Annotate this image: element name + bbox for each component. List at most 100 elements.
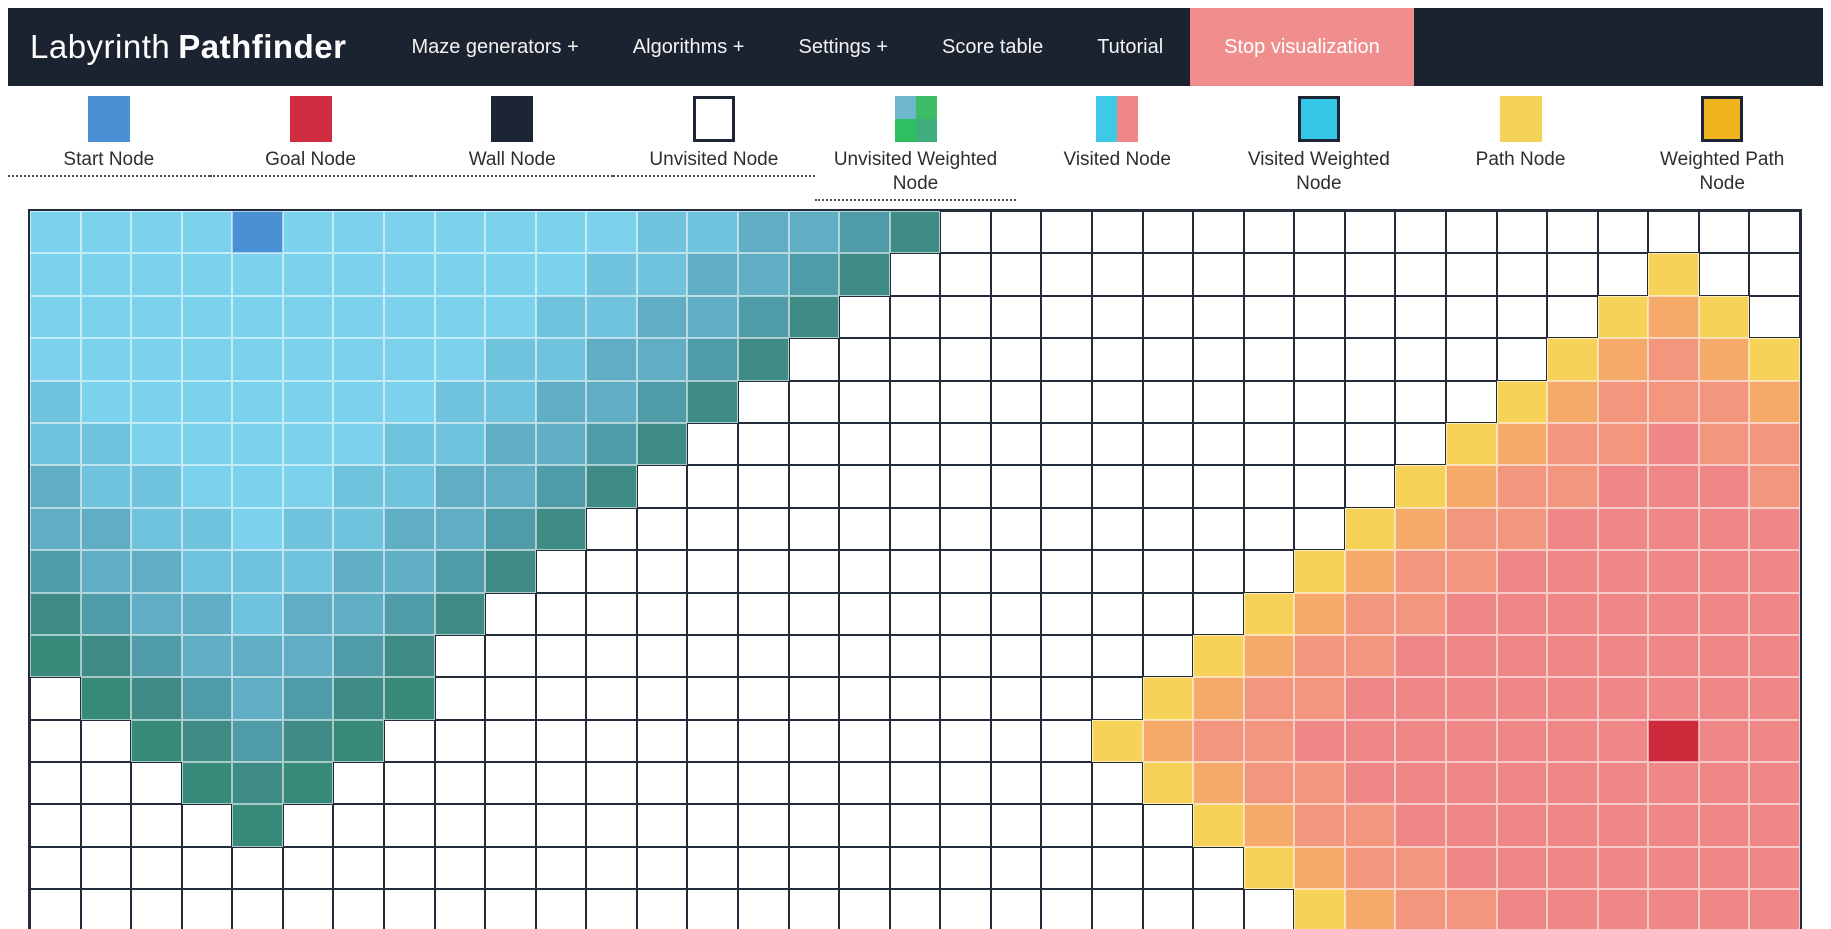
grid-cell[interactable] — [990, 295, 1042, 339]
grid-cell[interactable] — [282, 253, 334, 296]
grid-cell[interactable] — [30, 550, 81, 593]
grid-cell[interactable] — [485, 719, 536, 763]
grid-cell[interactable] — [738, 550, 789, 593]
grid-cell[interactable] — [636, 719, 688, 763]
grid-cell[interactable] — [687, 592, 738, 635]
grid-cell[interactable] — [1698, 338, 1750, 381]
grid-cell[interactable] — [282, 804, 334, 847]
grid-cell[interactable] — [1547, 889, 1598, 929]
grid-cell[interactable] — [940, 804, 991, 847]
grid-cell[interactable] — [1041, 719, 1092, 763]
grid-cell[interactable] — [1496, 719, 1548, 763]
grid-cell[interactable] — [1749, 550, 1800, 593]
grid-cell[interactable] — [434, 465, 486, 508]
grid-cell[interactable] — [1041, 338, 1092, 381]
grid-cell[interactable] — [1243, 338, 1295, 381]
grid-cell[interactable] — [333, 804, 384, 847]
grid-cell[interactable] — [333, 889, 384, 929]
grid-cell[interactable] — [1597, 550, 1649, 593]
grid-cell[interactable] — [485, 465, 536, 508]
grid-cell[interactable] — [1648, 804, 1699, 847]
grid-cell[interactable] — [1294, 592, 1345, 635]
grid-cell[interactable] — [80, 422, 132, 466]
grid-cell[interactable] — [889, 380, 941, 423]
grid-cell[interactable] — [1749, 380, 1800, 423]
grid-cell[interactable] — [738, 804, 789, 847]
grid-cell[interactable] — [1547, 465, 1598, 508]
grid-cell[interactable] — [1395, 846, 1446, 890]
grid-cell[interactable] — [636, 592, 688, 635]
grid-cell[interactable] — [1496, 846, 1548, 890]
grid-cell[interactable] — [232, 804, 283, 847]
grid-cell[interactable] — [889, 677, 941, 720]
grid-cell[interactable] — [1496, 422, 1548, 466]
grid-cell[interactable] — [1041, 846, 1092, 890]
grid-cell[interactable] — [1749, 211, 1800, 254]
grid-cell[interactable] — [1395, 804, 1446, 847]
grid-cell[interactable] — [839, 507, 890, 551]
grid-cell[interactable] — [384, 338, 435, 381]
grid-cell[interactable] — [1243, 253, 1295, 296]
grid-cell[interactable] — [889, 846, 941, 890]
grid-cell[interactable] — [1243, 422, 1295, 466]
grid-cell[interactable] — [1446, 889, 1497, 929]
grid-cell[interactable] — [1698, 507, 1750, 551]
grid-cell[interactable] — [1698, 592, 1750, 635]
grid-cell[interactable] — [586, 719, 637, 763]
grid-cell[interactable] — [738, 889, 789, 929]
grid-cell[interactable] — [889, 295, 941, 339]
grid-cell[interactable] — [738, 507, 789, 551]
grid-cell[interactable] — [131, 465, 182, 508]
grid-cell[interactable] — [1294, 295, 1345, 339]
grid-cell[interactable] — [535, 592, 587, 635]
grid-cell[interactable] — [1496, 465, 1548, 508]
grid-cell[interactable] — [586, 592, 637, 635]
grid-cell[interactable] — [131, 762, 182, 805]
grid-cell[interactable] — [30, 338, 81, 381]
grid-cell[interactable] — [839, 634, 890, 678]
grid-cell[interactable] — [636, 634, 688, 678]
grid-cell[interactable] — [333, 634, 384, 678]
grid-cell[interactable] — [1243, 295, 1295, 339]
grid-cell[interactable] — [1193, 762, 1244, 805]
grid-cell[interactable] — [1193, 550, 1244, 593]
grid-cell[interactable] — [738, 592, 789, 635]
grid-cell[interactable] — [1446, 804, 1497, 847]
grid-cell[interactable] — [181, 253, 233, 296]
grid-cell[interactable] — [940, 380, 991, 423]
grid-cell[interactable] — [181, 507, 233, 551]
grid-cell[interactable] — [1395, 507, 1446, 551]
grid-cell[interactable] — [1092, 465, 1143, 508]
grid-cell[interactable] — [1749, 719, 1800, 763]
grid-cell[interactable] — [1041, 804, 1092, 847]
grid-cell[interactable] — [1142, 889, 1194, 929]
grid-cell[interactable] — [636, 762, 688, 805]
grid-cell[interactable] — [1698, 677, 1750, 720]
grid-cell[interactable] — [940, 211, 991, 254]
grid-cell[interactable] — [990, 804, 1042, 847]
grid-cell[interactable] — [1142, 804, 1194, 847]
grid-cell[interactable] — [1344, 253, 1396, 296]
grid-cell[interactable] — [485, 550, 536, 593]
grid-cell[interactable] — [1142, 677, 1194, 720]
grid-cell[interactable] — [232, 634, 283, 678]
grid-cell[interactable] — [1294, 507, 1345, 551]
grid-cell[interactable] — [1547, 295, 1598, 339]
grid-cell[interactable] — [384, 889, 435, 929]
grid-cell[interactable] — [687, 889, 738, 929]
grid-cell[interactable] — [434, 550, 486, 593]
grid-cell[interactable] — [1446, 634, 1497, 678]
grid-cell[interactable] — [232, 338, 283, 381]
grid-cell[interactable] — [738, 295, 789, 339]
grid-cell[interactable] — [232, 380, 283, 423]
grid-cell[interactable] — [434, 253, 486, 296]
grid-cell[interactable] — [333, 380, 384, 423]
grid-cell[interactable] — [1749, 592, 1800, 635]
grid-cell[interactable] — [131, 592, 182, 635]
grid-cell[interactable] — [1395, 592, 1446, 635]
stop-visualization-button[interactable]: Stop visualization — [1190, 8, 1414, 86]
grid-cell[interactable] — [181, 846, 233, 890]
grid-cell[interactable] — [384, 846, 435, 890]
grid-cell[interactable] — [434, 507, 486, 551]
grid-cell[interactable] — [1749, 762, 1800, 805]
